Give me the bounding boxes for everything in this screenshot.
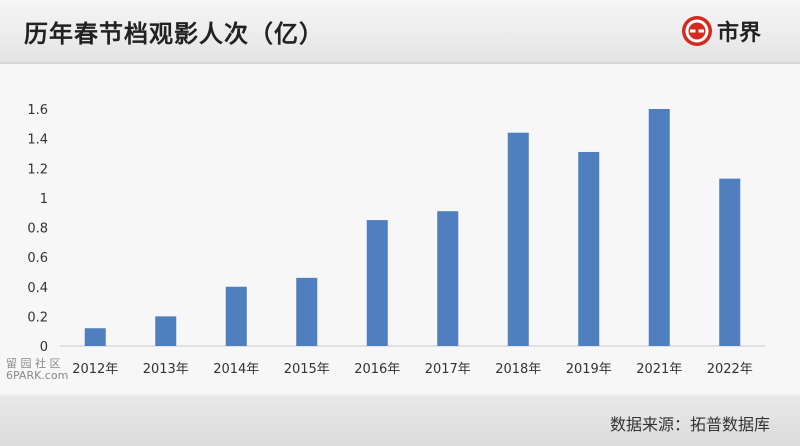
x-tick-label: 2016年 bbox=[354, 362, 400, 377]
bar bbox=[296, 277, 318, 346]
x-tick-label: 2022年 bbox=[707, 362, 753, 377]
page-title: 历年春节档观影人次（亿） bbox=[24, 20, 324, 48]
x-tick-label: 2012年 bbox=[72, 362, 118, 377]
y-tick-label: 1 bbox=[40, 192, 48, 207]
x-tick-label: 2015年 bbox=[284, 362, 330, 377]
x-tick-label: 2021年 bbox=[636, 362, 682, 377]
site-watermark-line2: 6PARK.com bbox=[6, 369, 69, 382]
bar bbox=[578, 151, 600, 346]
chart-area: 0 0.2 0.4 0.6 0.8 1 1.2 1.4 1.6 2012年 2013年 2014年 20… bbox=[0, 64, 800, 394]
y-tick-label: 1.4 bbox=[27, 133, 48, 148]
bar bbox=[507, 132, 529, 346]
bar bbox=[648, 109, 670, 346]
bar bbox=[366, 220, 388, 346]
x-tick-label: 2013年 bbox=[143, 362, 189, 377]
site-watermark-line1: 留 园 社 区 bbox=[6, 357, 61, 370]
brand-logo-icon bbox=[682, 16, 712, 46]
data-source: 数据来源：拓普数据库 bbox=[609, 415, 770, 434]
y-tick-label: 0.8 bbox=[27, 222, 48, 237]
y-tick-label: 0.2 bbox=[27, 310, 48, 325]
y-tick-label: 1.2 bbox=[27, 162, 48, 177]
y-tick-label: 1.6 bbox=[27, 103, 48, 118]
site-watermark: 留 园 社 区 6PARK.com bbox=[6, 357, 69, 382]
bar bbox=[719, 178, 741, 346]
footer-bar: 数据来源：拓普数据库 bbox=[0, 396, 800, 446]
header-bar: 历年春节档观影人次（亿） 市界 bbox=[0, 0, 800, 64]
bar-chart: 0 0.2 0.4 0.6 0.8 1 1.2 1.4 1.6 2012年 2013年 2014年 20… bbox=[27, 103, 765, 377]
x-tick-label: 2018年 bbox=[495, 362, 541, 377]
x-tick-label: 2014年 bbox=[213, 362, 259, 377]
bar bbox=[84, 328, 106, 346]
x-tick-label: 2019年 bbox=[566, 362, 612, 377]
bar bbox=[155, 316, 177, 346]
y-tick-label: 0.6 bbox=[27, 251, 48, 266]
x-tick-label: 2017年 bbox=[425, 362, 471, 377]
brand-logo: 市界 bbox=[682, 15, 761, 47]
bar bbox=[437, 211, 459, 346]
bar bbox=[225, 286, 247, 346]
y-tick-label: 0 bbox=[40, 340, 48, 355]
y-tick-label: 0.4 bbox=[27, 281, 48, 296]
brand-name: 市界 bbox=[717, 21, 762, 46]
